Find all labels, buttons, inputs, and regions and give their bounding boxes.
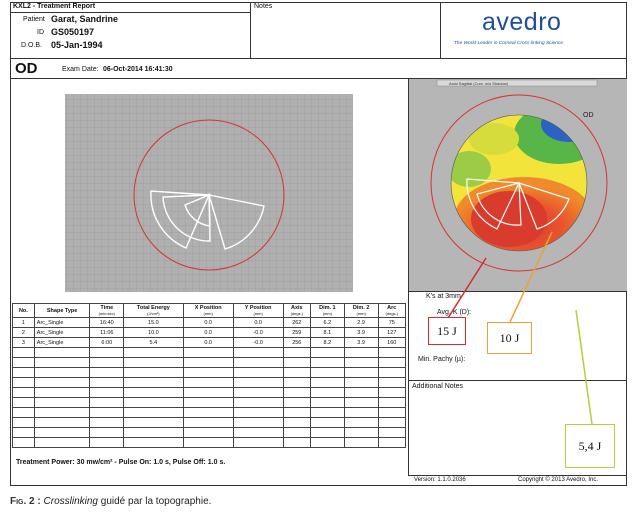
additional-notes-label: Additional Notes — [412, 383, 463, 390]
brand-logo: avedro — [482, 8, 562, 36]
topo-arc-shape-1 — [466, 178, 520, 230]
id-label: ID — [37, 29, 44, 36]
annotation-10j: 10 J — [487, 322, 532, 354]
col-dim-1: Dim. 1 (mm) — [309, 303, 345, 318]
notes-label: Notes — [254, 3, 273, 10]
caption-prefix: Fig. 2 : — [10, 496, 41, 507]
eye-label: OD — [15, 60, 38, 77]
notes-divider — [408, 380, 627, 381]
arc-shape-1 — [184, 193, 211, 227]
brand-tagline: The World Leader in Corneal Cross-linkin… — [454, 41, 564, 46]
table-header-row: No. Shape Type Time (min:sec) Total Energ… — [12, 303, 407, 318]
figure-caption: Fig. 2 : Crosslinking guidé par la topog… — [10, 496, 211, 507]
header-divider — [440, 2, 441, 58]
topo-arc-shape-3 — [517, 182, 570, 230]
table-row-empty — [12, 387, 407, 398]
patient-name: Garat, Sandrine — [51, 14, 119, 24]
table-row-empty — [12, 397, 407, 408]
topo-arc-shape-2 — [476, 182, 522, 226]
plan-grid — [65, 94, 353, 292]
arc-shape-4 — [207, 194, 265, 250]
header-divider — [10, 12, 250, 13]
plan-center-point — [207, 193, 211, 197]
id-value: GS050197 — [51, 27, 95, 37]
arc-shape-3 — [150, 190, 211, 249]
panel-divider — [408, 78, 409, 476]
topo-divider — [408, 291, 627, 292]
table-row-empty — [12, 437, 407, 448]
treatment-plan-view — [65, 94, 353, 292]
copyright: Copyright © 2013 Avedro, Inc. — [518, 477, 599, 483]
table-row-empty — [12, 357, 407, 368]
cornea-outline — [450, 114, 588, 252]
treatment-power: Treatment Power: 30 mw/cm² - Pulse On: 1… — [16, 459, 226, 466]
leader-line-15j — [447, 257, 487, 319]
map-type-dropdown[interactable] — [436, 79, 598, 87]
topo-eye-label: OD — [583, 112, 594, 119]
header-divider — [10, 58, 627, 59]
table-row: 1 Arc_Single 16:40 15.0 0.0 0.0 262 6.2 … — [12, 317, 407, 328]
patient-label: Patient — [23, 16, 45, 23]
version: Version: 1.1.0.2036 — [414, 477, 466, 483]
exam-date-value: 06-Oct-2014 16:41:30 — [103, 66, 173, 73]
caption-italic: Crosslinking — [43, 496, 98, 507]
treatment-boundary-circle — [133, 119, 285, 271]
avg-k-label: Avg. K (D): — [437, 309, 472, 316]
footer-divider — [408, 475, 627, 476]
exam-divider — [10, 78, 627, 79]
leader-line-54j — [575, 309, 593, 425]
topo-boundary-circle — [430, 94, 608, 272]
annotation-15j: 15 J — [428, 317, 466, 345]
header-divider — [250, 2, 251, 58]
topography-map: Axial Sagittal (Curv. w/o Shadow) OD — [409, 79, 627, 291]
leader-line-10j — [509, 231, 553, 323]
parameters-table: No. Shape Type Time (min:sec) Total Energ… — [12, 303, 407, 448]
ks-label: K's at 3mm — [426, 293, 461, 300]
caption-rest: guidé par la topographie. — [97, 496, 212, 507]
min-pachy-label: Min. Pachy (µ): — [418, 356, 466, 363]
report-title: KXL2 - Treatment Report — [13, 3, 96, 10]
exam-date-label: Exam Date: — [62, 66, 99, 73]
table-row: 2 Arc_Single 11:06 10.0 0.0 -0.0 259 8.1… — [12, 327, 407, 338]
dob-value: 05-Jan-1994 — [51, 40, 103, 50]
map-type-dropdown-text: Axial Sagittal (Curv. w/o Shadow) — [449, 81, 509, 86]
dob-label: D.O.B. — [21, 42, 43, 49]
table-row-empty — [12, 367, 407, 378]
arc-shape-2 — [162, 194, 211, 242]
annotation-54j: 5,4 J — [565, 424, 615, 468]
